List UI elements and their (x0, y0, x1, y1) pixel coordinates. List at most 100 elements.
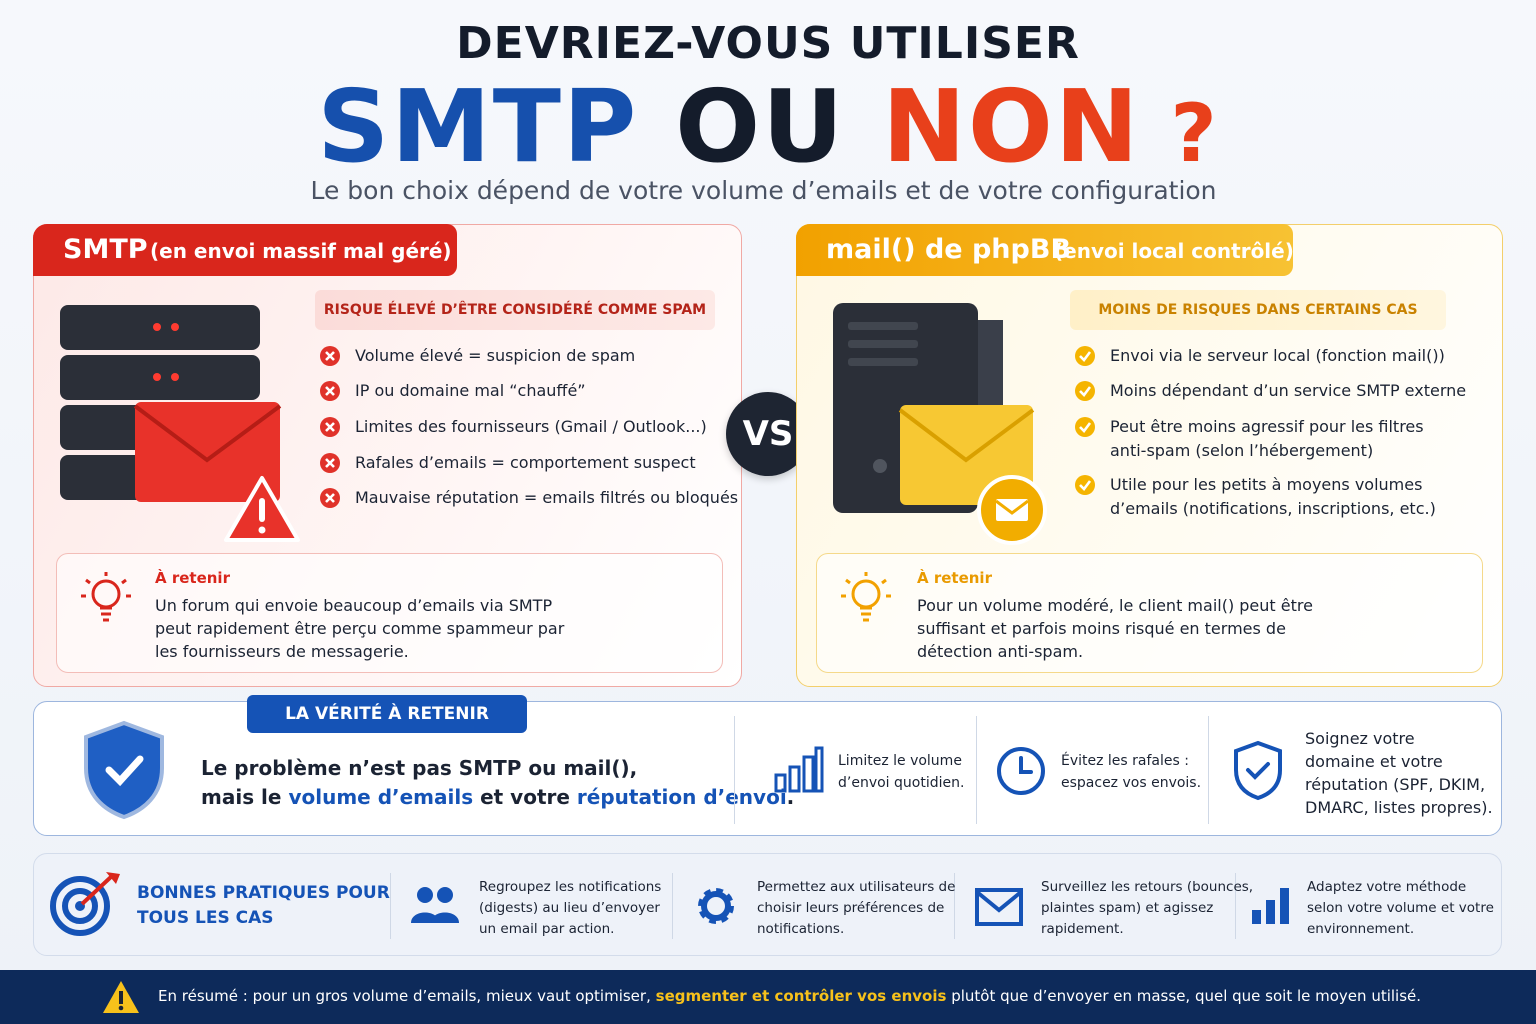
bars-icon (774, 746, 824, 793)
users-icon (411, 887, 459, 923)
text-line: Pour un volume modéré, le client mail() … (917, 596, 1313, 615)
divider (954, 873, 955, 939)
tab-note: (en envoi massif mal géré) (150, 239, 452, 263)
practice-item: Permettez aux utilisateurs de choisir leu… (757, 877, 955, 940)
mail-icon (975, 888, 1023, 926)
footer-part: plutôt que d’envoyer en masse, quel que … (951, 987, 1422, 1005)
tip-text: Pour un volume modéré, le client mail() … (917, 594, 1313, 663)
tip-box (816, 553, 1483, 673)
truth-text: mais le (201, 785, 282, 809)
mail-tab: mail() de phpBB (envoi local contrôlé) (796, 224, 1294, 276)
text-line: anti-spam (selon l’hébergement) (1110, 441, 1374, 460)
text-line: notifications. (757, 921, 845, 937)
text-line: Peut être moins agressif pour les filtre… (1110, 417, 1424, 436)
cross-icon (320, 417, 340, 437)
text-line: Utile pour les petits à moyens volumes (1110, 475, 1423, 494)
cross-mark (325, 351, 335, 361)
clock-icon (997, 747, 1045, 795)
tip-title: À retenir (917, 569, 992, 587)
text-line: Permettez aux utilisateurs de (757, 879, 956, 895)
cross-mark (325, 493, 335, 503)
item-text: Volume élevé = suspicion de spam (355, 344, 635, 368)
bulb-icon (81, 572, 131, 622)
text-line: espacez vos envois. (1061, 775, 1202, 791)
main-title: SMTP OU NON ? (0, 68, 1536, 185)
item-text: Utile pour les petits à moyens volumes d’… (1110, 473, 1436, 521)
item-text: Limites des fournisseurs (Gmail / Outloo… (355, 415, 707, 439)
risk-label: MOINS DE RISQUES DANS CERTAINS CAS (1070, 290, 1446, 330)
text-line: Mauvaise réputation = emails filtrés ou … (355, 488, 739, 507)
text-line: (digests) au lieu d’envoyer (479, 900, 660, 916)
text-line: Rafales d’emails = comportement suspect (355, 453, 696, 472)
risk-label: RISQUE ÉLEVÉ D’ÊTRE CONSIDÉRÉ COMME SPAM (315, 290, 715, 330)
text-line: Un forum qui envoie beaucoup d’emails vi… (155, 596, 553, 615)
cross-mark (325, 458, 335, 468)
text-line: peut rapidement être perçu comme spammeu… (155, 619, 565, 638)
practices-title-line: TOUS LES CAS (137, 908, 274, 928)
text-line: DMARC, listes propres). (1305, 798, 1493, 817)
practice-item: Regroupez les notifications (digests) au … (479, 877, 661, 940)
practices-title: BONNES PRATIQUES POUR TOUS LES CAS (137, 881, 390, 931)
text-line: Moins dépendant d’un service SMTP extern… (1110, 381, 1467, 400)
check-icon (1075, 475, 1095, 495)
cross-icon (320, 488, 340, 508)
title-word: ? (1170, 87, 1219, 180)
server-illustration (60, 305, 300, 542)
truth-tip: Soignez votre domaine et votre réputation … (1305, 727, 1493, 819)
title-word: SMTP (317, 68, 639, 185)
practice-item: Surveillez les retours (bounces, plaintes… (1041, 877, 1253, 940)
title-word: OU (675, 68, 846, 185)
truth-tip: Limitez le volume d’envoi quotidien. (838, 750, 964, 794)
divider (390, 873, 391, 939)
practices-box (33, 853, 1502, 956)
text-line: détection anti-spam. (917, 642, 1084, 661)
truth-text: . (786, 785, 795, 809)
cross-icon (320, 453, 340, 473)
practices-title-line: BONNES PRATIQUES POUR (137, 883, 390, 903)
divider (672, 873, 673, 939)
divider (734, 716, 735, 824)
shield-icon (84, 720, 164, 820)
title-word: NON (882, 68, 1141, 185)
cross-mark (325, 422, 335, 432)
footer-text: En résumé : pour un gros volume d’emails… (158, 987, 1421, 1005)
divider (976, 716, 977, 824)
item-text: IP ou domaine mal “chauffé” (355, 379, 586, 403)
cross-icon (320, 381, 340, 401)
tip-box (56, 553, 723, 673)
text-line: Limitez le volume (838, 753, 962, 769)
item-text: Mauvaise réputation = emails filtrés ou … (355, 486, 738, 510)
footer (0, 970, 1536, 1024)
text-line: d’emails (notifications, inscriptions, e… (1110, 499, 1436, 518)
text-line: Volume élevé = suspicion de spam (355, 346, 636, 365)
bulb-icon (841, 572, 891, 622)
text-line: Adaptez votre méthode (1307, 879, 1467, 895)
title-word (1141, 87, 1171, 180)
shield-check-icon (1234, 740, 1282, 801)
truth-line: Le problème n’est pas SMTP ou mail(), (201, 756, 638, 780)
text-line: Regroupez les notifications (479, 879, 662, 895)
text-line: réputation (SPF, DKIM, (1305, 775, 1486, 794)
truth-badge: LA VÉRITÉ À RETENIR (247, 695, 527, 733)
truth-highlight: volume d’emails (288, 785, 474, 809)
truth-tip: Évitez les rafales : espacez vos envois. (1061, 750, 1201, 794)
pc-illustration (833, 303, 1047, 545)
text-line: Limites des fournisseurs (Gmail / Outloo… (355, 417, 707, 436)
text-line: suffisant et parfois moins risqué en ter… (917, 619, 1286, 638)
item-text: Envoi via le serveur local (fonction mai… (1110, 344, 1445, 368)
check-mark (1079, 351, 1092, 362)
check-icon (1075, 346, 1095, 366)
target-icon (50, 872, 120, 936)
text-line: Surveillez les retours (bounces, (1041, 879, 1254, 895)
cross-icon (320, 346, 340, 366)
text-line: choisir leurs préférences de (757, 900, 945, 916)
kicker: DEVRIEZ-VOUS UTILISER (456, 18, 1080, 69)
text-line: environnement. (1307, 921, 1415, 937)
gear-icon (698, 888, 734, 924)
text-line: un email par action. (479, 921, 615, 937)
item-text: Peut être moins agressif pour les filtre… (1110, 415, 1424, 463)
check-icon (1075, 381, 1095, 401)
tab-title: mail() de phpBB (826, 234, 1072, 265)
